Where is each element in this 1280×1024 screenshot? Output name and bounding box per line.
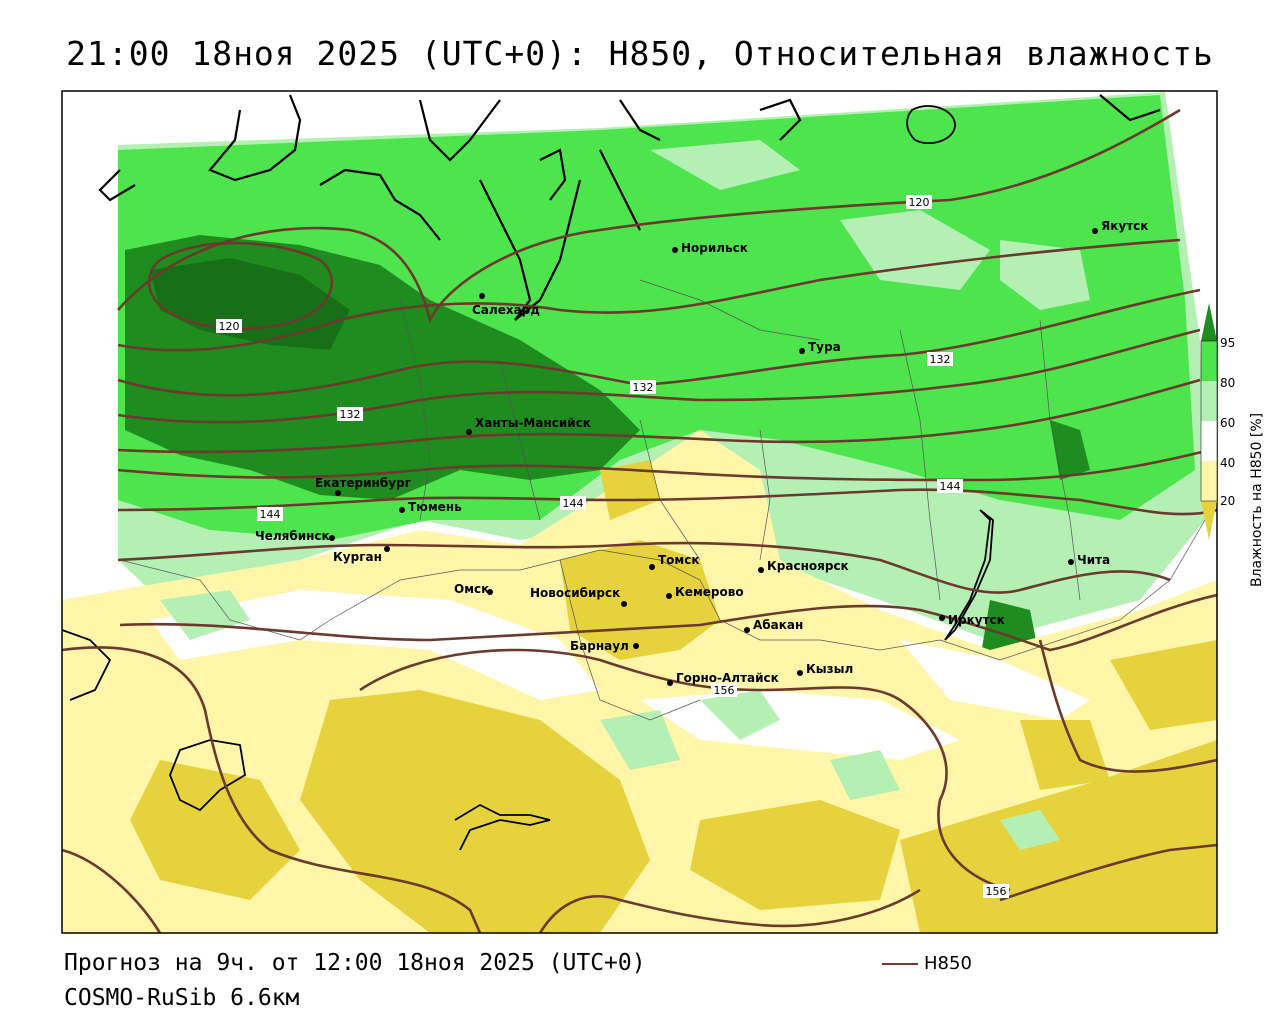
svg-text:Чита: Чита	[1077, 553, 1110, 567]
colorbar: 95 80 60 40 20 Влажность на H850 [%]	[1200, 303, 1265, 587]
colorbar-segment-95	[1201, 341, 1217, 381]
contour-label: 144	[257, 507, 283, 521]
contour-label: 156	[711, 683, 737, 697]
svg-text:120: 120	[909, 196, 930, 209]
lakes	[61, 105, 994, 851]
city-marker: Тура	[799, 340, 841, 354]
city-marker: Омск	[454, 582, 493, 596]
city-marker: Норильск	[672, 241, 748, 255]
forecast-info: Прогноз на 9ч. от 12:00 18ноя 2025 (UTC+…	[64, 950, 646, 976]
city-marker: Красноярск	[758, 559, 849, 573]
colorbar-tick: 60	[1220, 416, 1235, 430]
svg-text:Якутск: Якутск	[1101, 219, 1148, 233]
colorbar-tick: 95	[1220, 336, 1235, 350]
city-marker: Тюмень	[399, 500, 462, 514]
map-frame	[61, 90, 1218, 934]
coastlines	[98, 94, 1161, 321]
svg-text:144: 144	[563, 497, 584, 510]
svg-text:Горно-Алтайск: Горно-Алтайск	[676, 671, 779, 685]
svg-text:132: 132	[633, 381, 654, 394]
city-marker: Барнаул	[570, 639, 639, 653]
svg-text:144: 144	[260, 508, 281, 521]
contour-label: 132	[927, 352, 953, 366]
cities: Якутск Норильск Салехард Тура Ханты-Манс…	[255, 219, 1148, 686]
svg-text:132: 132	[930, 353, 951, 366]
city-marker: Новосибирск	[530, 586, 627, 607]
map-title: 21:00 18ноя 2025 (UTC+0): H850, Относите…	[66, 34, 1214, 73]
svg-text:120: 120	[219, 320, 240, 333]
svg-text:Томск: Томск	[658, 553, 700, 567]
svg-text:132: 132	[340, 408, 361, 421]
contour-label: 156	[983, 884, 1009, 898]
svg-text:Салехард: Салехард	[472, 303, 540, 317]
svg-text:Тюмень: Тюмень	[408, 500, 462, 514]
colorbar-tick: 20	[1220, 494, 1235, 508]
city-marker: Горно-Алтайск	[667, 671, 779, 686]
colorbar-segment-40	[1201, 461, 1217, 501]
svg-text:Красноярск: Красноярск	[767, 559, 849, 573]
city-marker: Якутск	[1092, 219, 1148, 234]
colorbar-segment-60	[1201, 421, 1217, 461]
h850-contours	[62, 108, 1217, 933]
contour-label: 132	[630, 380, 656, 394]
contour-label: 144	[937, 479, 963, 493]
city-marker: Ханты-Мансийск	[466, 416, 591, 435]
svg-text:156: 156	[986, 885, 1007, 898]
colorbar-tick: 80	[1220, 376, 1235, 390]
contour-label: 120	[906, 195, 932, 209]
contour-label: 120	[216, 319, 242, 333]
svg-text:Кызыл: Кызыл	[806, 662, 853, 676]
svg-text:Норильск: Норильск	[681, 241, 748, 255]
colorbar-top-arrow	[1201, 303, 1217, 341]
svg-text:Барнаул: Барнаул	[570, 639, 629, 653]
city-marker: Салехард	[472, 293, 540, 317]
city-marker: Екатеринбург	[315, 476, 411, 496]
colorbar-segment-80	[1201, 381, 1217, 421]
svg-text:Омск: Омск	[454, 582, 489, 596]
contour-label: 144	[560, 496, 586, 510]
svg-text:Тура: Тура	[808, 340, 841, 354]
contour-legend-label: H850	[924, 953, 972, 974]
svg-text:Новосибирск: Новосибирск	[530, 586, 620, 600]
contour-legend-line	[882, 962, 918, 965]
svg-text:Кемерово: Кемерово	[675, 585, 744, 599]
svg-text:Иркутск: Иркутск	[948, 613, 1005, 627]
contour-legend: H850	[882, 953, 972, 974]
city-marker: Чита	[1068, 553, 1110, 567]
svg-text:Абакан: Абакан	[753, 618, 803, 632]
colorbar-tick: 40	[1220, 456, 1235, 470]
city-marker: Челябинск	[255, 529, 335, 543]
svg-text:Челябинск: Челябинск	[255, 529, 330, 543]
svg-text:144: 144	[940, 480, 961, 493]
svg-text:Ханты-Мансийск: Ханты-Мансийск	[475, 416, 591, 430]
svg-text:Екатеринбург: Екатеринбург	[315, 476, 411, 490]
city-marker: Курган	[333, 546, 390, 564]
colorbar-bottom-arrow	[1201, 501, 1217, 540]
city-marker: Иркутск	[939, 613, 1005, 627]
svg-text:Курган: Курган	[333, 550, 382, 564]
colorbar-title: Влажность на H850 [%]	[1249, 413, 1265, 587]
city-marker: Кызыл	[797, 662, 853, 676]
contour-label: 132	[337, 407, 363, 421]
contour-labels: 120 120 132 132 132 144 144 144 156 156	[216, 195, 1009, 898]
city-marker: Томск	[649, 553, 700, 570]
city-marker: Кемерово	[666, 585, 744, 599]
model-info: COSMO-RuSib 6.6км	[64, 985, 300, 1011]
svg-text:156: 156	[714, 684, 735, 697]
city-marker: Абакан	[744, 618, 803, 633]
